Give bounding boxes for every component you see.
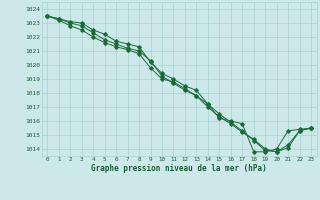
X-axis label: Graphe pression niveau de la mer (hPa): Graphe pression niveau de la mer (hPa) — [91, 164, 267, 173]
